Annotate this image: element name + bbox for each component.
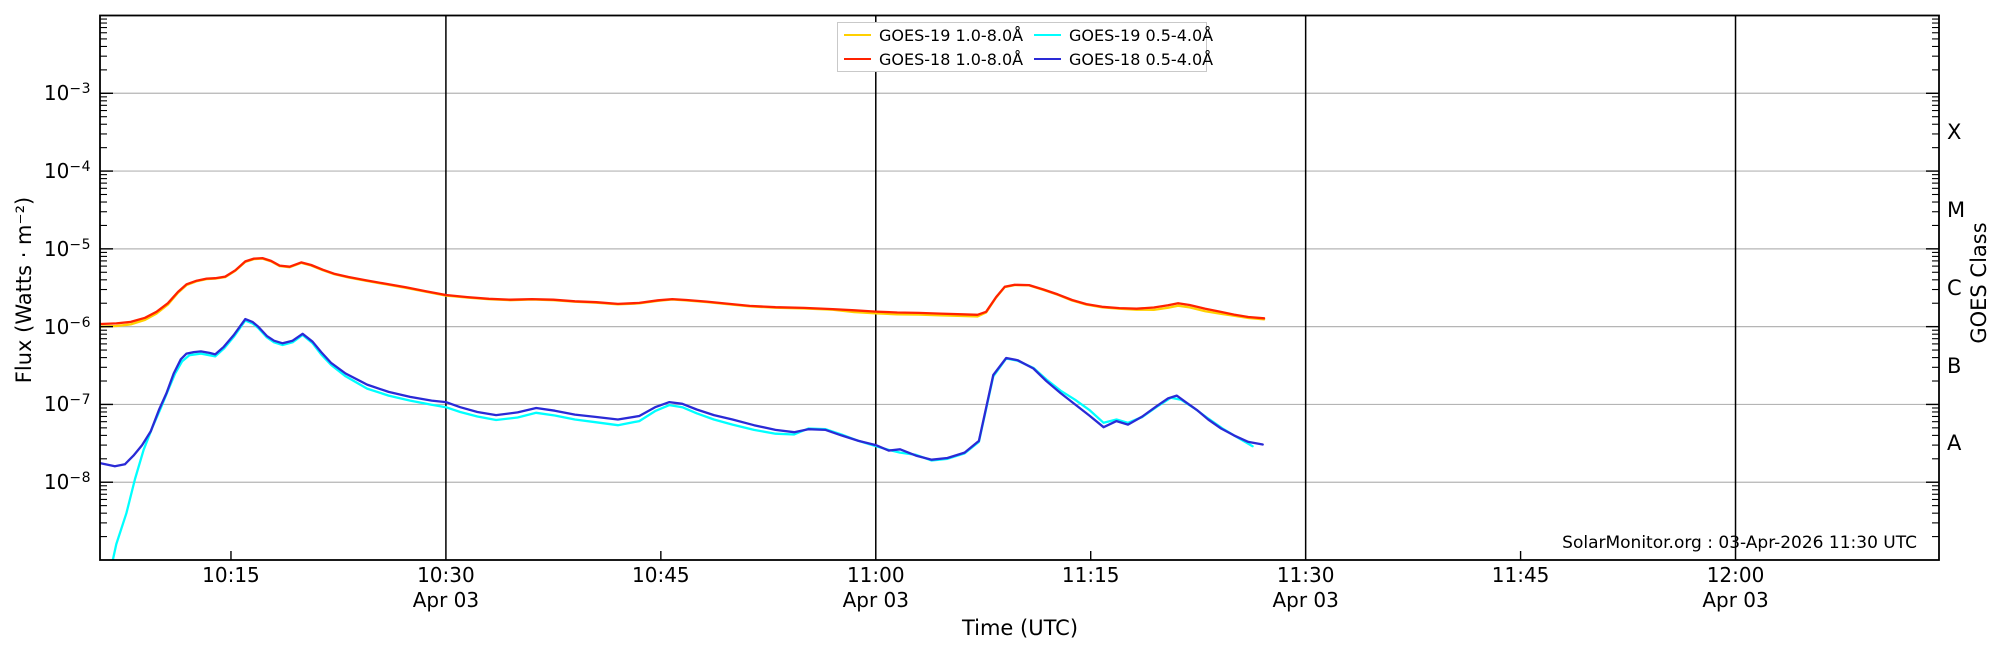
legend-line-sample-icon — [1034, 58, 1061, 60]
legend-item: GOES-18 0.5-4.0Å — [1034, 50, 1213, 69]
legend-item-label: GOES-19 0.5-4.0Å — [1069, 25, 1214, 45]
legend-item: GOES-19 1.0-8.0Å — [844, 26, 1034, 45]
x-tick-label: 11:30 Apr 03 — [1272, 563, 1339, 612]
goes-class-letter-x: X — [1947, 120, 1962, 145]
x-tick-label: 10:45 — [632, 563, 690, 587]
legend-line-sample-icon — [1034, 34, 1061, 36]
legend-line-sample-icon — [844, 34, 871, 36]
legend-item: GOES-19 0.5-4.0Å — [1034, 26, 1213, 45]
legend-item-label: GOES-18 0.5-4.0Å — [1069, 49, 1214, 69]
y-tick-label: 10−4 — [43, 159, 91, 184]
x-tick-label: 11:00 Apr 03 — [842, 563, 909, 612]
x-tick-label: 11:45 — [1491, 563, 1550, 587]
legend-item-label: GOES-19 1.0-8.0Å — [879, 25, 1024, 45]
goes-class-letter-m: M — [1947, 197, 1966, 222]
y-tick-label: 10−3 — [43, 81, 91, 106]
legend: GOES-19 1.0-8.0Å GOES-18 1.0-8.0Å GOES-1… — [837, 22, 1213, 72]
goes-class-letter-c: C — [1947, 275, 1962, 300]
watermark-text: SolarMonitor.org : 03-Apr-2026 11:30 UTC — [1562, 533, 1917, 553]
x-tick-label: 10:30 Apr 03 — [412, 563, 480, 612]
y-tick-label: 10−8 — [43, 470, 91, 495]
x-tick-label: 12:00 Apr 03 — [1702, 563, 1769, 612]
legend-item-label: GOES-18 1.0-8.0Å — [879, 49, 1024, 69]
y-tick-label: 10−7 — [43, 392, 91, 417]
goes-class-letter-a: A — [1947, 431, 1962, 456]
y-tick-label: 10−6 — [43, 314, 91, 339]
x-tick-label: 10:15 — [202, 563, 260, 587]
y-tick-label: 10−5 — [43, 236, 91, 261]
x-axis-title: Time (UTC) — [961, 616, 1079, 640]
x-tick-label: 11:15 — [1061, 563, 1120, 587]
legend-item: GOES-18 1.0-8.0Å — [844, 50, 1034, 69]
goes-class-letter-b: B — [1947, 353, 1962, 378]
legend-line-sample-icon — [844, 58, 871, 60]
